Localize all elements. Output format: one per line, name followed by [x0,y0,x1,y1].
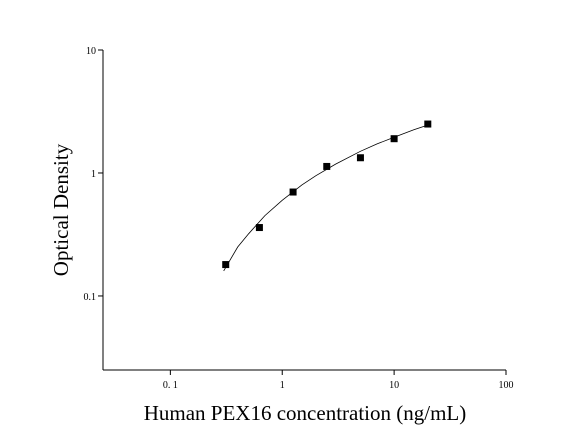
data-point [356,154,364,162]
x-tick-label: 10 [389,380,399,391]
data-point [289,188,297,196]
x-axis-title: Human PEX16 concentration (ng/mL) [144,401,467,425]
data-point [255,224,263,232]
x-tick-label: 100 [499,380,514,391]
x-tick-label: 0. 1 [163,380,178,391]
data-point [222,261,230,269]
y-tick-label: 0.1 [84,292,97,303]
data-point [424,120,432,128]
data-point [390,135,398,143]
fit-curve [223,124,428,272]
y-axis-title: Optical Density [49,143,73,276]
x-tick-label: 1 [280,380,285,391]
y-tick-label: 10 [86,46,96,57]
y-tick-label: 1 [91,169,96,180]
data-point [323,162,331,170]
